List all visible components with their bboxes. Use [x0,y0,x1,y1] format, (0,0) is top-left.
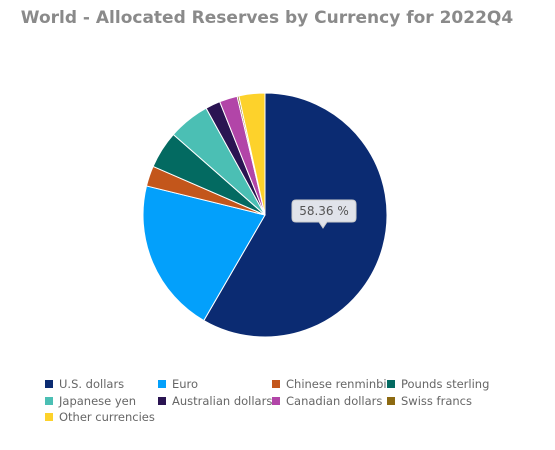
pie-slice [142,185,266,322]
legend-item[interactable]: Euro [158,377,198,391]
legend-label: Other currencies [59,410,155,424]
legend-swatch [387,380,395,388]
legend-item[interactable]: Pounds sterling [387,377,489,391]
legend-label: Swiss francs [401,394,472,408]
tooltip-box [291,199,357,229]
legend-swatch [45,380,53,388]
legend-swatch [387,397,395,405]
legend-item[interactable]: Australian dollars [158,394,272,408]
tooltip-label: 58.36 % [299,204,349,218]
chart-title: World - Allocated Reserves by Currency f… [21,8,514,28]
legend-label: Australian dollars [172,394,272,408]
legend-label: Japanese yen [58,394,136,408]
legend-item[interactable]: Other currencies [45,410,155,424]
legend-item[interactable]: Japanese yen [45,394,136,408]
legend-item[interactable]: Swiss francs [387,394,472,408]
legend-label: Pounds sterling [401,377,489,391]
legend-label: U.S. dollars [59,377,124,391]
legend-swatch [45,413,53,421]
legend-item[interactable]: Chinese renminbi [272,377,387,391]
legend-swatch [158,397,166,405]
legend-item[interactable]: U.S. dollars [45,377,124,391]
legend-label: Euro [172,377,198,391]
legend-swatch [158,380,166,388]
legend-swatch [45,397,53,405]
legend-swatch [272,380,280,388]
legend-swatch [272,397,280,405]
legend-label: Canadian dollars [286,394,382,408]
legend-label: Chinese renminbi [286,377,387,391]
legend-item[interactable]: Canadian dollars [272,394,382,408]
pie-slice [238,92,266,216]
tooltip: 58.36 % [291,199,357,229]
